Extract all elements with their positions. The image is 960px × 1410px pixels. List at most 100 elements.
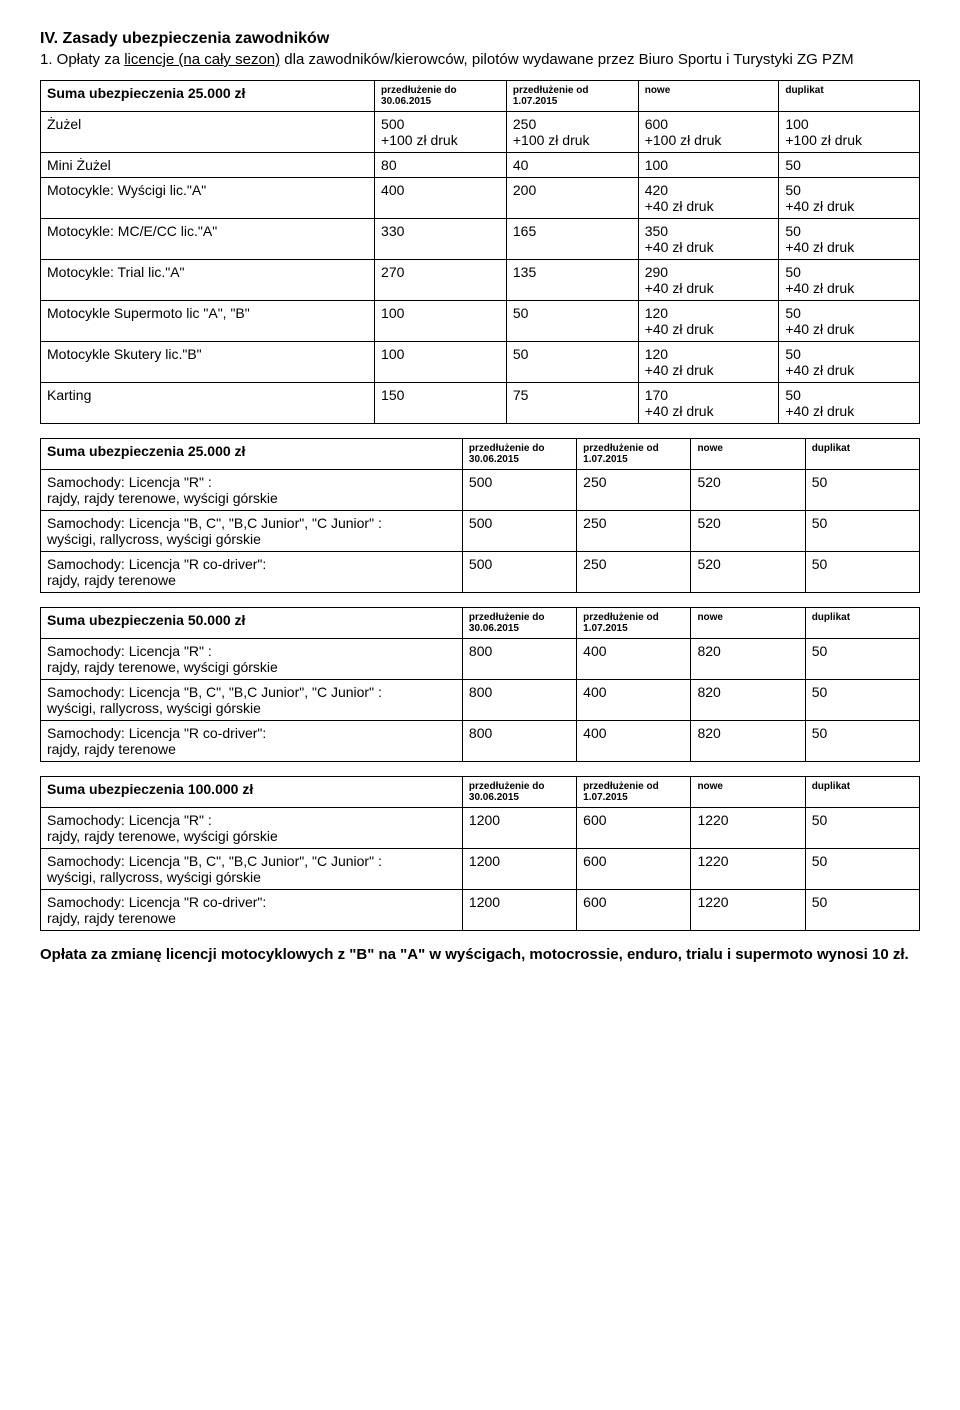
table-cell: 50 +40 zł druk bbox=[779, 341, 920, 382]
row-label: Żużel bbox=[41, 111, 375, 152]
table-cell: 800 bbox=[462, 720, 576, 761]
table-cell: 50 +40 zł druk bbox=[779, 218, 920, 259]
table-cell: 500 bbox=[462, 469, 576, 510]
table-cell: 80 bbox=[375, 152, 507, 177]
table-cell: 1220 bbox=[691, 807, 805, 848]
row-label: Mini Żużel bbox=[41, 152, 375, 177]
row-label: Karting bbox=[41, 382, 375, 423]
table-cell: 50 bbox=[779, 152, 920, 177]
table-cell: 50 +40 zł druk bbox=[779, 177, 920, 218]
table-main: Suma ubezpieczenia 25.000 zł przedłużeni… bbox=[40, 80, 920, 424]
table-cars-50: Suma ubezpieczenia 50.000 zł przedłużeni… bbox=[40, 607, 920, 762]
table-row: Motocykle: Wyścigi lic."A"400200420 +40 … bbox=[41, 177, 920, 218]
col-dup: duplikat bbox=[805, 438, 919, 469]
table-cell: 500 bbox=[462, 551, 576, 592]
table-row: Żużel500 +100 zł druk250 +100 zł druk600… bbox=[41, 111, 920, 152]
table-cell: 290 +40 zł druk bbox=[638, 259, 779, 300]
row-label: Samochody: Licencja "B, C", "B,C Junior"… bbox=[41, 848, 463, 889]
table-title-cell: Suma ubezpieczenia 100.000 zł bbox=[41, 776, 463, 807]
table-cell: 150 bbox=[375, 382, 507, 423]
table-cell: 120 +40 zł druk bbox=[638, 300, 779, 341]
table-row: Samochody: Licencja "B, C", "B,C Junior"… bbox=[41, 510, 920, 551]
table-cell: 600 bbox=[577, 889, 691, 930]
table-cars-25: Suma ubezpieczenia 25.000 zł przedłużeni… bbox=[40, 438, 920, 593]
table-cell: 520 bbox=[691, 551, 805, 592]
table-header-row: Suma ubezpieczenia 100.000 zł przedłużen… bbox=[41, 776, 920, 807]
table-header-row: Suma ubezpieczenia 25.000 zł przedłużeni… bbox=[41, 80, 920, 111]
row-label: Samochody: Licencja "R co-driver": rajdy… bbox=[41, 720, 463, 761]
table-cell: 75 bbox=[506, 382, 638, 423]
table-row: Motocykle Supermoto lic "A", "B"10050120… bbox=[41, 300, 920, 341]
row-label: Samochody: Licencja "R" : rajdy, rajdy t… bbox=[41, 638, 463, 679]
table-cell: 50 bbox=[805, 510, 919, 551]
table-cell: 350 +40 zł druk bbox=[638, 218, 779, 259]
col-ext-do: przedłużenie do 30.06.2015 bbox=[375, 80, 507, 111]
table-cell: 50 bbox=[506, 300, 638, 341]
table-cell: 820 bbox=[691, 720, 805, 761]
table-cell: 250 +100 zł druk bbox=[506, 111, 638, 152]
table-row: Samochody: Licencja "B, C", "B,C Junior"… bbox=[41, 679, 920, 720]
table-cell: 50 bbox=[805, 848, 919, 889]
table-cell: 330 bbox=[375, 218, 507, 259]
table-cell: 50 bbox=[506, 341, 638, 382]
col-dup: duplikat bbox=[779, 80, 920, 111]
table-row: Samochody: Licencja "R" : rajdy, rajdy t… bbox=[41, 807, 920, 848]
table-cell: 1200 bbox=[462, 889, 576, 930]
table-title-cell: Suma ubezpieczenia 25.000 zł bbox=[41, 80, 375, 111]
table-cell: 40 bbox=[506, 152, 638, 177]
col-dup: duplikat bbox=[805, 776, 919, 807]
table-cell: 820 bbox=[691, 679, 805, 720]
intro-suffix: dla zawodników/kierowców, pilotów wydawa… bbox=[280, 51, 854, 68]
row-label: Motocykle: MC/E/CC lic."A" bbox=[41, 218, 375, 259]
table-cell: 800 bbox=[462, 679, 576, 720]
table-row: Samochody: Licencja "R co-driver": rajdy… bbox=[41, 889, 920, 930]
table-header-row: Suma ubezpieczenia 25.000 zł przedłużeni… bbox=[41, 438, 920, 469]
table-row: Samochody: Licencja "R co-driver": rajdy… bbox=[41, 720, 920, 761]
row-label: Samochody: Licencja "R co-driver": rajdy… bbox=[41, 551, 463, 592]
table-cell: 100 +100 zł druk bbox=[779, 111, 920, 152]
table-cell: 1200 bbox=[462, 848, 576, 889]
table-cell: 500 +100 zł druk bbox=[375, 111, 507, 152]
col-nowe: nowe bbox=[691, 438, 805, 469]
row-label: Samochody: Licencja "R co-driver": rajdy… bbox=[41, 889, 463, 930]
row-label: Samochody: Licencja "R" : rajdy, rajdy t… bbox=[41, 807, 463, 848]
row-label: Samochody: Licencja "R" : rajdy, rajdy t… bbox=[41, 469, 463, 510]
table-cell: 100 bbox=[375, 300, 507, 341]
table-cell: 520 bbox=[691, 469, 805, 510]
table-cell: 400 bbox=[577, 638, 691, 679]
table-cell: 420 +40 zł druk bbox=[638, 177, 779, 218]
table-cell: 200 bbox=[506, 177, 638, 218]
table-cell: 1200 bbox=[462, 807, 576, 848]
col-dup: duplikat bbox=[805, 607, 919, 638]
table-cell: 820 bbox=[691, 638, 805, 679]
table-cell: 50 bbox=[805, 469, 919, 510]
table-row: Motocykle Skutery lic."B"10050120 +40 zł… bbox=[41, 341, 920, 382]
table-cell: 250 bbox=[577, 551, 691, 592]
intro-underlined: licencje (na cały sezon) bbox=[124, 51, 280, 68]
row-label: Motocykle: Trial lic."A" bbox=[41, 259, 375, 300]
col-ext-od: przedłużenie od 1.07.2015 bbox=[506, 80, 638, 111]
col-nowe: nowe bbox=[691, 776, 805, 807]
table-cell: 50 bbox=[805, 889, 919, 930]
col-nowe: nowe bbox=[638, 80, 779, 111]
table-cell: 1220 bbox=[691, 889, 805, 930]
table-cell: 500 bbox=[462, 510, 576, 551]
table-row: Samochody: Licencja "R co-driver": rajdy… bbox=[41, 551, 920, 592]
table-cell: 250 bbox=[577, 469, 691, 510]
col-ext-od: przedłużenie od 1.07.2015 bbox=[577, 607, 691, 638]
table-cell: 270 bbox=[375, 259, 507, 300]
col-ext-do: przedłużenie do 30.06.2015 bbox=[462, 438, 576, 469]
intro-prefix: 1. Opłaty za bbox=[40, 51, 124, 68]
table-cell: 600 +100 zł druk bbox=[638, 111, 779, 152]
table-cell: 800 bbox=[462, 638, 576, 679]
table-cell: 600 bbox=[577, 848, 691, 889]
table-cell: 120 +40 zł druk bbox=[638, 341, 779, 382]
table-cars-100: Suma ubezpieczenia 100.000 zł przedłużen… bbox=[40, 776, 920, 931]
row-label: Samochody: Licencja "B, C", "B,C Junior"… bbox=[41, 510, 463, 551]
table-cell: 50 bbox=[805, 679, 919, 720]
table-row: Samochody: Licencja "R" : rajdy, rajdy t… bbox=[41, 638, 920, 679]
table-cell: 1220 bbox=[691, 848, 805, 889]
table-title-cell: Suma ubezpieczenia 25.000 zł bbox=[41, 438, 463, 469]
table-cell: 165 bbox=[506, 218, 638, 259]
table-cell: 600 bbox=[577, 807, 691, 848]
